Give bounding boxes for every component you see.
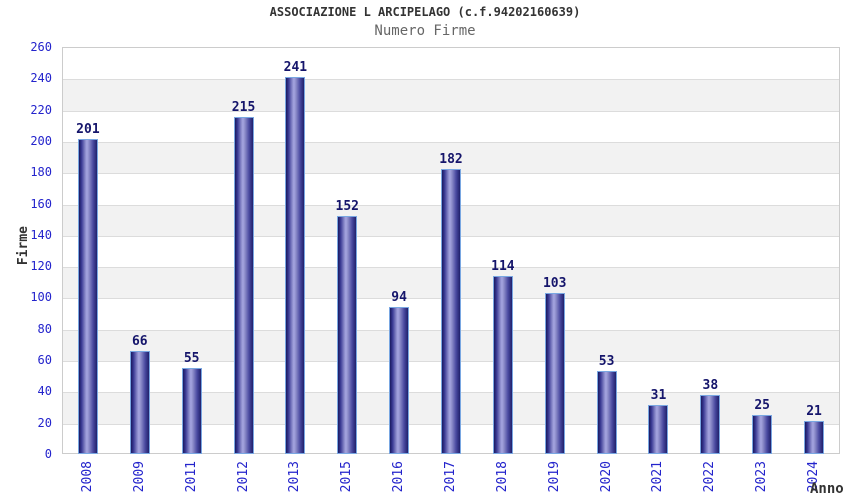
bar-value-label: 25: [754, 397, 771, 413]
bar-2008: [77, 139, 98, 454]
bar-value-label: 114: [491, 258, 515, 274]
bar-value-label: 38: [702, 377, 719, 393]
bar-2013: [285, 76, 306, 454]
x-tick-label: 2017: [443, 461, 458, 493]
x-tick-label: 2023: [754, 461, 770, 493]
bar-value-label: 215: [231, 100, 256, 116]
bar-value-label: 21: [806, 404, 822, 420]
y-tick-label: 120: [30, 259, 52, 274]
x-tick-label: 2022: [702, 461, 718, 493]
bar-value-label: 103: [542, 275, 567, 291]
grid-band: [63, 48, 839, 79]
x-tick-label: 2013: [287, 461, 303, 493]
bar-2022: [700, 394, 721, 454]
y-tick-label: 100: [30, 290, 52, 305]
bar-value-label: 55: [183, 350, 200, 366]
grid-band: [63, 79, 839, 111]
bar-2009: [129, 350, 150, 454]
y-tick-label: 160: [30, 196, 52, 211]
y-tick-label: 140: [30, 227, 52, 242]
grid-band: [63, 110, 839, 142]
bar-value-label: 53: [598, 354, 615, 370]
bar-value-label: 152: [335, 199, 360, 215]
y-tick-label: 180: [30, 165, 52, 180]
y-tick-label: 200: [30, 133, 52, 148]
bar-value-label: 66: [131, 333, 148, 349]
bar-value-label: 31: [650, 388, 667, 404]
grid-band: [63, 141, 839, 174]
bar-2019: [544, 292, 565, 454]
x-tick-label: 2015: [339, 461, 355, 493]
x-tick-label: 2020: [598, 461, 614, 493]
y-tick-label: 0: [44, 447, 52, 461]
y-tick-label: 80: [37, 321, 52, 336]
bar-value-label: 182: [439, 152, 463, 168]
bar-2016: [389, 306, 410, 454]
bar-value-label: 94: [391, 289, 407, 305]
bar-2015: [337, 216, 358, 454]
chart-title: ASSOCIAZIONE L ARCIPELAGO (c.f.942021606…: [269, 5, 581, 19]
x-axis-title: Anno: [810, 481, 844, 497]
x-tick-label: 2011: [183, 461, 199, 493]
x-tick-label: 2019: [546, 461, 562, 493]
bar-2012: [233, 117, 254, 454]
y-tick-label: 220: [30, 102, 52, 117]
y-tick-label: 260: [30, 40, 52, 54]
x-tick-label: 2008: [79, 461, 95, 493]
bar-2020: [596, 371, 617, 454]
y-tick-label: 20: [37, 415, 52, 430]
x-tick-label: 2009: [131, 461, 147, 493]
y-tick-label: 60: [37, 353, 52, 368]
bar-2024: [804, 421, 825, 454]
x-tick-label: 2018: [494, 461, 510, 493]
bar-2018: [492, 275, 513, 454]
x-tick-label: 2021: [650, 461, 666, 493]
bar-2021: [648, 405, 669, 454]
bar-2023: [752, 414, 773, 454]
x-tick-label: 2016: [391, 461, 407, 493]
bar-value-label: 241: [283, 59, 308, 75]
bar-2017: [441, 169, 461, 454]
y-tick-label: 40: [37, 384, 52, 399]
bar-2011: [181, 367, 202, 454]
bar-value-label: 201: [76, 122, 100, 138]
x-tick-label: 2012: [235, 461, 251, 493]
chart-subtitle: Numero Firme: [374, 23, 476, 39]
y-tick-label: 240: [30, 71, 52, 86]
